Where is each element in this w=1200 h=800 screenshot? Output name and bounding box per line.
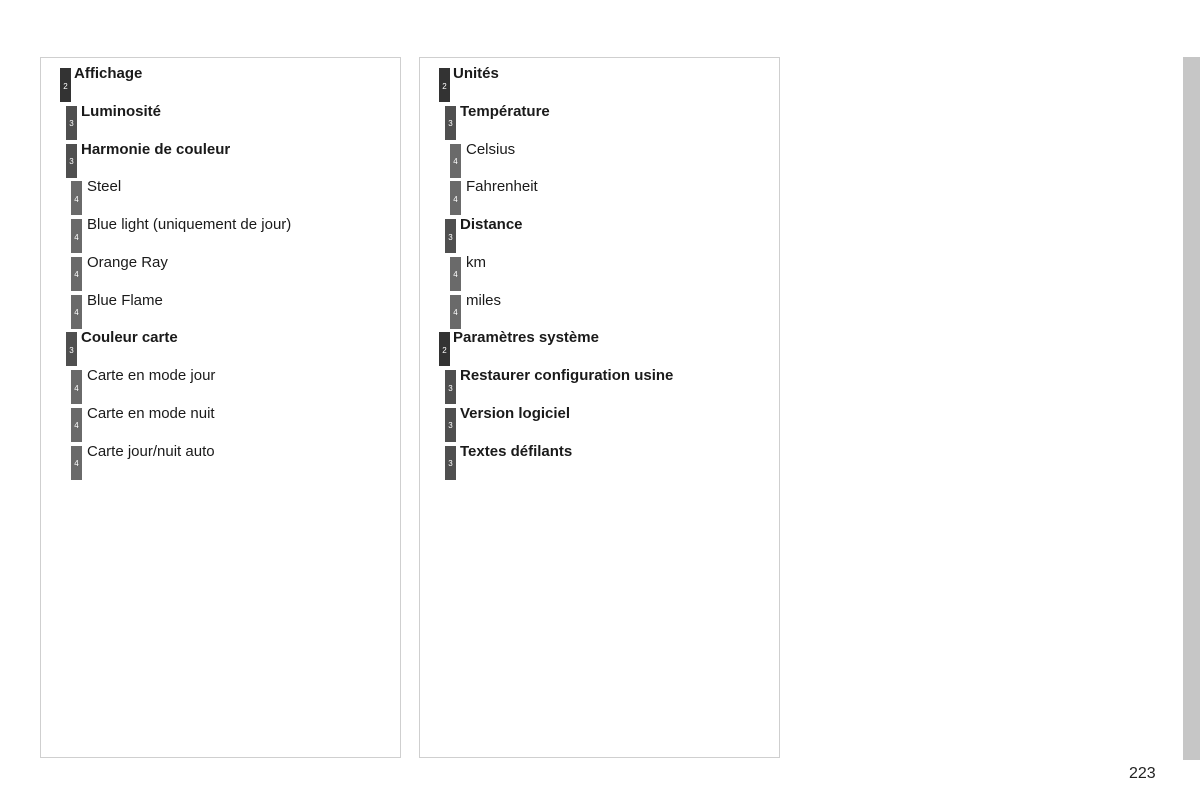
menu-item: 4 Carte jour/nuit auto [41, 436, 400, 480]
menu-item-label: miles [466, 291, 502, 309]
menu-item-label: Affichage [74, 65, 143, 82]
level-number: 4 [74, 459, 79, 468]
level-marker: 3 [445, 370, 456, 404]
level-marker: 4 [71, 219, 82, 253]
menu-item: 2 Affichage [41, 58, 400, 102]
level-number: 4 [453, 270, 458, 280]
level-marker: 4 [450, 256, 461, 291]
menu-item: 3 Température [420, 96, 779, 140]
menu-item-label: Luminosité [81, 102, 162, 120]
menu-item: 2 Unités [420, 58, 779, 102]
menu-item: 3 Restaurer configuration usine [420, 360, 779, 404]
level-number: 3 [448, 383, 453, 393]
level-number: 4 [74, 308, 79, 317]
level-number: 3 [69, 157, 74, 166]
menu-item-label: Harmonie de couleur [81, 140, 231, 158]
menu-item: 4 miles [420, 285, 779, 329]
level-marker: 2 [439, 332, 450, 367]
level-number: 4 [74, 232, 79, 242]
menu-item-label: Steel [87, 178, 122, 196]
chapter-side-tab [1183, 57, 1200, 760]
menu-item-label: Température [460, 102, 550, 120]
menu-item-label: km [466, 253, 486, 271]
level-marker: 4 [450, 294, 461, 329]
menu-item: 4 Carte en mode nuit [41, 398, 400, 442]
level-marker: 4 [450, 181, 461, 216]
level-number: 4 [453, 194, 458, 204]
level-marker: 4 [71, 370, 82, 404]
level-number: 4 [453, 308, 458, 317]
level-marker: 3 [445, 219, 456, 253]
level-marker: 4 [71, 181, 82, 216]
level-number: 3 [448, 232, 453, 242]
menu-item: 3 Textes défilants [420, 436, 779, 480]
level-marker: 4 [71, 407, 82, 442]
level-marker: 3 [66, 332, 77, 367]
level-marker: 2 [439, 68, 450, 102]
page-number: 223 [1129, 765, 1156, 782]
menu-item: 4 Orange Ray [41, 247, 400, 291]
menu-item-label: Distance [460, 216, 523, 233]
menu-item: 4 km [420, 247, 779, 291]
level-marker: 3 [445, 105, 456, 140]
menu-item: 3 Couleur carte [41, 322, 400, 367]
menu-item-label: Couleur carte [81, 329, 178, 347]
menu-item: 2 Paramètres système [420, 322, 779, 367]
level-number: 2 [442, 345, 447, 355]
menu-item: 3 Distance [420, 209, 779, 253]
menu-item-label: Restaurer configuration usine [460, 367, 674, 384]
level-number: 4 [74, 194, 79, 204]
level-number: 3 [448, 459, 453, 468]
menu-item: 4 Blue Flame [41, 285, 400, 329]
level-marker: 3 [66, 143, 77, 178]
level-number: 4 [74, 270, 79, 280]
menu-item-label: Textes défilants [460, 442, 573, 460]
level-marker: 4 [71, 256, 82, 291]
menu-item-label: Carte en mode nuit [87, 404, 215, 422]
menu-item-label: Fahrenheit [466, 178, 538, 196]
menu-item: 4 Blue light (uniquement de jour) [41, 209, 400, 253]
level-number: 3 [448, 421, 453, 431]
level-marker: 3 [445, 445, 456, 480]
level-number: 2 [442, 81, 447, 91]
menu-item-label: Carte jour/nuit auto [87, 442, 215, 460]
menu-item-label: Version logiciel [460, 404, 571, 422]
menu-item-label: Orange Ray [87, 253, 168, 271]
menu-item-label: Blue light (uniquement de jour) [87, 216, 292, 233]
menu-item-label: Blue Flame [87, 291, 163, 309]
level-number: 4 [74, 383, 79, 393]
menu-item-label: Carte en mode jour [87, 367, 216, 384]
level-number: 3 [69, 345, 74, 355]
menu-item-label: Celsius [466, 140, 516, 158]
level-number: 3 [69, 119, 74, 129]
menu-item-label: Unités [453, 65, 499, 82]
level-marker: 2 [60, 68, 71, 102]
level-number: 2 [63, 81, 68, 91]
level-marker: 4 [450, 143, 461, 178]
menu-item: 4 Steel [41, 171, 400, 216]
menu-item-label: Paramètres système [453, 329, 599, 347]
level-number: 3 [448, 119, 453, 129]
menu-item: 4 Celsius [420, 134, 779, 178]
level-marker: 4 [71, 445, 82, 480]
menu-item: 4 Fahrenheit [420, 171, 779, 216]
menu-tree-right: 2 Unités 3 Température 4 Celsius 4 Fahrenheit 3 D… [419, 57, 780, 758]
menu-item: 4 Carte en mode jour [41, 360, 400, 404]
level-marker: 3 [66, 105, 77, 140]
level-marker: 4 [71, 294, 82, 329]
level-number: 4 [453, 157, 458, 166]
level-number: 4 [74, 421, 79, 431]
level-marker: 3 [445, 407, 456, 442]
menu-item: 3 Version logiciel [420, 398, 779, 442]
menu-item: 3 Harmonie de couleur [41, 134, 400, 178]
menu-tree-left: 2 Affichage 3 Luminosité 3 Harmonie de couleu… [40, 57, 401, 758]
menu-item: 3 Luminosité [41, 96, 400, 140]
